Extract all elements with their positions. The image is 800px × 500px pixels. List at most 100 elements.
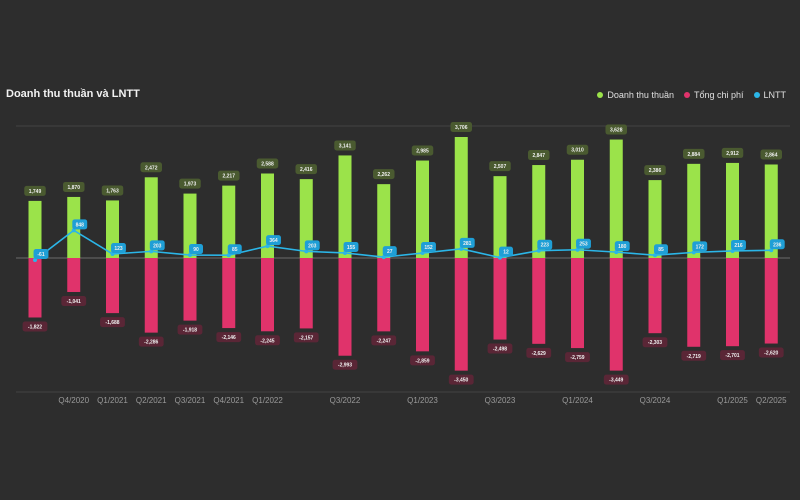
cost-label: -2,303 [648, 340, 662, 346]
lntt-label-bg [769, 239, 785, 250]
cost-label-bg [681, 350, 707, 361]
cost-label: -2,157 [299, 335, 313, 341]
revenue-bar [532, 165, 546, 258]
revenue-label-bg [24, 185, 46, 196]
revenue-label-bg [63, 181, 85, 192]
lntt-label: 27 [387, 249, 393, 255]
cost-label-bg [642, 337, 668, 348]
cost-label-bg [22, 321, 48, 332]
lntt-label: 90 [193, 247, 199, 253]
revenue-label-bg [373, 169, 395, 180]
cost-label: -2,993 [338, 363, 352, 369]
revenue-label: 2,217 [222, 174, 235, 180]
x-tick-label: Q2/2021 [136, 396, 167, 405]
revenue-label: 2,864 [765, 152, 778, 158]
cost-bar [28, 258, 42, 318]
revenue-bar [144, 177, 158, 258]
revenue-label: 3,141 [339, 143, 352, 149]
lntt-label: 281 [463, 241, 472, 247]
revenue-label-bg [644, 165, 666, 176]
cost-label: -1,822 [28, 324, 42, 330]
cost-label: -2,620 [764, 351, 778, 357]
lntt-label-bg [304, 240, 320, 251]
legend-item-profit[interactable]: LNTT [753, 90, 786, 100]
lntt-point [498, 255, 502, 260]
cost-bar [183, 258, 197, 321]
revenue-bar [338, 155, 352, 258]
legend-dot-profit [753, 92, 760, 98]
revenue-bar [222, 185, 236, 258]
cost-label-bg [100, 317, 125, 328]
revenue-label: 2,386 [649, 168, 662, 174]
cost-label-bg [61, 295, 87, 306]
revenue-label-bg [334, 140, 356, 151]
cost-label-bg [371, 335, 397, 346]
revenue-label: 2,507 [494, 164, 507, 170]
cost-label: -2,701 [725, 353, 739, 359]
cost-label: -2,498 [493, 347, 507, 353]
revenue-bar [648, 180, 662, 258]
lntt-point [730, 248, 735, 253]
revenue-bar [726, 162, 739, 258]
cost-bar [726, 258, 739, 347]
revenue-label-bg [411, 145, 434, 156]
lntt-label-bg [382, 246, 397, 257]
x-tick-label: Q4/2021 [213, 396, 244, 405]
x-tick-label: Q4/2020 [58, 396, 89, 405]
lntt-label: 180 [618, 244, 627, 250]
legend-item-revenue[interactable]: Doanh thu thuần [597, 90, 674, 100]
lntt-point [188, 253, 192, 258]
legend-dot-revenue [597, 92, 604, 98]
revenue-label-bg [140, 162, 162, 173]
revenue-label-bg [179, 178, 201, 189]
lntt-label-bg [227, 244, 242, 255]
cost-label-bg [216, 332, 242, 343]
lntt-label: 85 [658, 247, 664, 253]
lntt-label: 152 [424, 245, 433, 251]
revenue-bar [416, 160, 429, 258]
lntt-point [33, 257, 37, 262]
x-tick-label: Q3/2021 [175, 396, 206, 405]
lntt-label: 236 [773, 242, 782, 248]
cost-label: -2,247 [377, 338, 391, 344]
legend-item-costs[interactable]: Tổng chi phí [683, 90, 744, 100]
cost-bar [106, 258, 119, 314]
lntt-label: 203 [153, 243, 162, 249]
cost-label: -1,918 [183, 328, 197, 334]
lntt-label: 85 [232, 247, 238, 253]
cost-label-bg [603, 374, 629, 385]
cost-bar [222, 258, 236, 329]
x-tick-label: Q3/2022 [330, 396, 361, 405]
revenue-label-bg [295, 164, 317, 175]
cost-bar [299, 258, 313, 329]
lntt-label: 203 [308, 243, 317, 249]
revenue-label-bg [760, 149, 782, 160]
revenue-bar [571, 159, 584, 258]
cost-bar [454, 258, 468, 371]
lntt-point [265, 244, 270, 249]
x-tick-label: Q1/2025 [717, 396, 748, 405]
revenue-bar [299, 179, 313, 258]
x-tick-label: Q1/2021 [97, 396, 128, 405]
revenue-bar [687, 163, 701, 258]
cost-label: -3,450 [454, 378, 468, 384]
lntt-point [575, 247, 580, 252]
lntt-label-bg [499, 246, 513, 257]
cost-bar [764, 258, 778, 344]
revenue-label: 2,985 [416, 149, 429, 155]
cost-bar [648, 258, 662, 334]
cost-label-bg [138, 336, 164, 347]
revenue-label: 2,912 [726, 151, 739, 157]
cost-label: -2,245 [260, 338, 274, 344]
lntt-label-bg [266, 235, 281, 246]
revenue-label-bg [101, 185, 124, 196]
revenue-label-bg [218, 170, 240, 181]
cost-bar [687, 258, 701, 347]
lntt-label-bg [459, 237, 475, 248]
lntt-label-bg [421, 242, 436, 253]
revenue-label: 1,763 [106, 188, 119, 194]
revenue-label-bg [256, 158, 279, 169]
lntt-label: 216 [734, 243, 743, 249]
lntt-point [536, 248, 541, 253]
